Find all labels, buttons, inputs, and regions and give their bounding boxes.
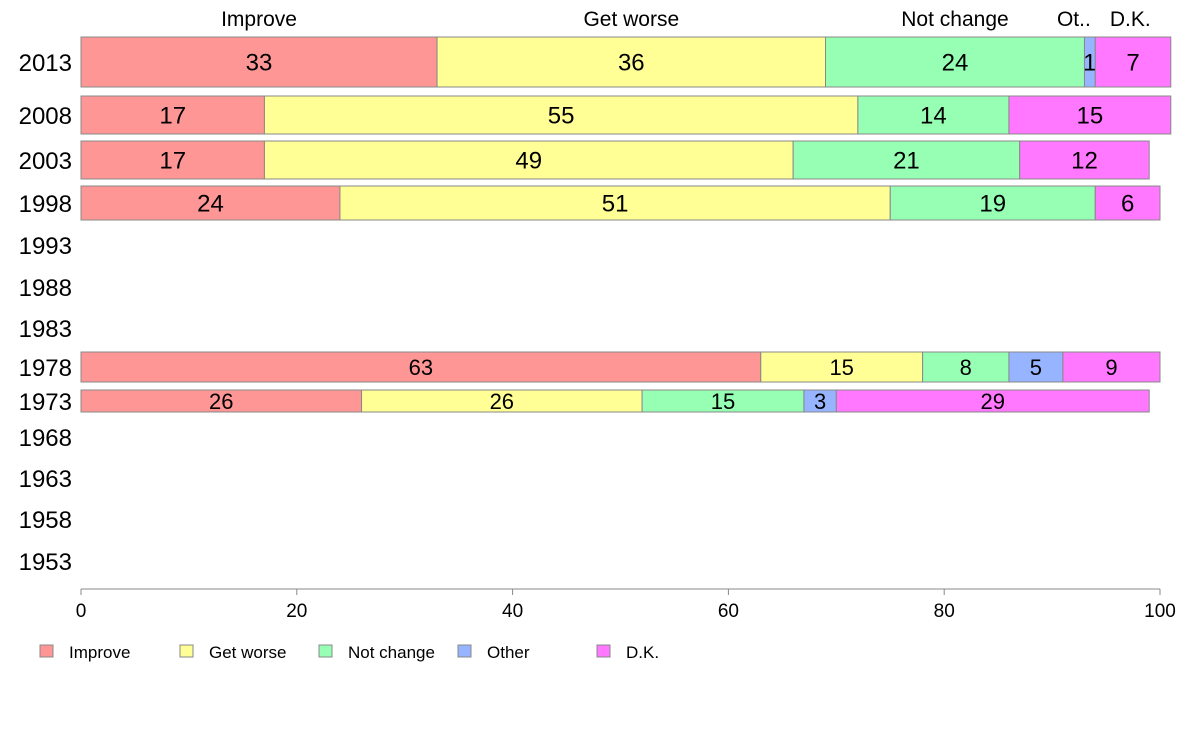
bar-segment bbox=[263, 95, 859, 135]
top-label: Not change bbox=[901, 8, 1008, 31]
bar-segment bbox=[80, 36, 438, 88]
data-label: 26 bbox=[490, 389, 514, 414]
data-label: 36 bbox=[618, 50, 645, 77]
top-label: D.K. bbox=[1110, 8, 1151, 31]
bar-segment bbox=[1062, 351, 1161, 383]
data-label: 17 bbox=[159, 148, 186, 175]
x-tick-label: 60 bbox=[718, 601, 739, 622]
data-label: 24 bbox=[942, 50, 969, 77]
data-label: 8 bbox=[960, 355, 972, 380]
data-label: 51 bbox=[602, 191, 629, 218]
bar-segment bbox=[80, 140, 265, 180]
bar-segment bbox=[263, 140, 794, 180]
legend-label: Not change bbox=[348, 643, 435, 662]
bar-segment bbox=[80, 185, 341, 221]
year-label: 2008 bbox=[19, 103, 72, 130]
year-label: 1978 bbox=[19, 355, 72, 382]
data-label: 63 bbox=[409, 355, 433, 380]
x-tick-label: 0 bbox=[76, 601, 87, 622]
year-label: 1988 bbox=[19, 275, 72, 302]
data-label: 19 bbox=[979, 191, 1006, 218]
data-label: 14 bbox=[920, 103, 947, 130]
year-label: 2013 bbox=[19, 50, 72, 77]
year-label: 2003 bbox=[19, 148, 72, 175]
year-label: 1998 bbox=[19, 191, 72, 218]
bar-segment bbox=[792, 140, 1021, 180]
bar-segment bbox=[835, 389, 1150, 413]
legend-swatch bbox=[457, 644, 472, 658]
data-label: 29 bbox=[981, 389, 1005, 414]
data-label: 24 bbox=[197, 191, 224, 218]
legend-swatch bbox=[318, 644, 333, 658]
data-label: 3 bbox=[814, 389, 826, 414]
year-label: 1983 bbox=[19, 316, 72, 343]
data-label: 26 bbox=[209, 389, 233, 414]
data-label: 7 bbox=[1126, 50, 1139, 77]
legend-label: Get worse bbox=[209, 643, 286, 662]
data-label: 5 bbox=[1030, 355, 1042, 380]
bar-segment bbox=[1019, 140, 1150, 180]
legend-label: Other bbox=[487, 643, 530, 662]
data-label: 33 bbox=[246, 50, 273, 77]
year-label: 1953 bbox=[19, 549, 72, 576]
data-label: 6 bbox=[1121, 191, 1134, 218]
legend-label: Improve bbox=[69, 643, 130, 662]
legend-label: D.K. bbox=[626, 643, 659, 662]
bar-segment bbox=[80, 95, 265, 135]
data-label: 55 bbox=[548, 103, 575, 130]
data-label: 15 bbox=[1077, 103, 1104, 130]
x-tick-label: 20 bbox=[286, 601, 307, 622]
data-label: 15 bbox=[711, 389, 735, 414]
data-label: 9 bbox=[1105, 355, 1117, 380]
bar-segment bbox=[889, 185, 1096, 221]
legend-swatch bbox=[596, 644, 611, 658]
x-tick-label: 100 bbox=[1144, 601, 1176, 622]
data-label: 17 bbox=[159, 103, 186, 130]
data-label: 49 bbox=[515, 148, 542, 175]
data-label: 12 bbox=[1071, 148, 1098, 175]
bar-segment bbox=[436, 36, 827, 88]
bar-segment bbox=[339, 185, 891, 221]
legend-swatch bbox=[39, 644, 54, 658]
top-label: Improve bbox=[221, 8, 297, 31]
bar-segment bbox=[1094, 36, 1172, 88]
bar-segment bbox=[1008, 95, 1172, 135]
year-label: 1973 bbox=[19, 389, 72, 416]
bar-segment bbox=[857, 95, 1010, 135]
data-label: 21 bbox=[893, 148, 920, 175]
top-label: Ot.. bbox=[1057, 8, 1091, 31]
legend-swatch bbox=[179, 644, 194, 658]
bar-segment bbox=[825, 36, 1085, 88]
bar-segment bbox=[1094, 185, 1161, 221]
data-label: 1 bbox=[1083, 50, 1096, 77]
x-tick-label: 80 bbox=[934, 601, 955, 622]
x-tick-label: 40 bbox=[502, 601, 523, 622]
data-label: 15 bbox=[829, 355, 853, 380]
year-label: 1993 bbox=[19, 233, 72, 260]
bar-segment bbox=[922, 351, 1010, 383]
top-label: Get worse bbox=[583, 8, 679, 31]
year-label: 1963 bbox=[19, 466, 72, 493]
year-label: 1968 bbox=[19, 425, 72, 452]
year-label: 1958 bbox=[19, 507, 72, 534]
bar-segment bbox=[760, 351, 924, 383]
